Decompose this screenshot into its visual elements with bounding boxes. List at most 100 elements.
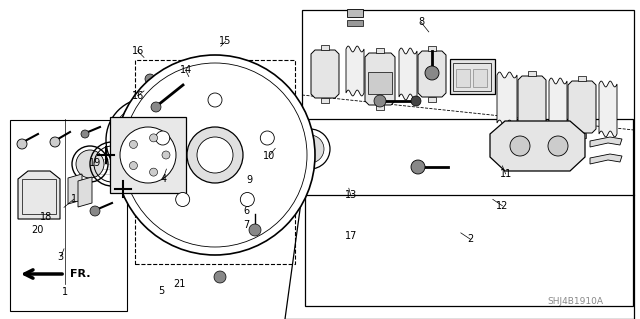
Circle shape [175, 192, 189, 206]
Circle shape [50, 137, 60, 147]
Text: SHJ4B1910A: SHJ4B1910A [547, 296, 603, 306]
Circle shape [548, 136, 568, 156]
Polygon shape [311, 50, 339, 98]
Circle shape [115, 55, 315, 255]
Circle shape [244, 135, 272, 163]
Bar [456, 69, 470, 87]
Text: 3: 3 [58, 252, 64, 262]
Text: 6: 6 [243, 205, 250, 216]
Circle shape [76, 150, 104, 178]
Polygon shape [518, 76, 546, 126]
Circle shape [168, 119, 208, 159]
Circle shape [411, 160, 425, 174]
Bar [578, 133, 586, 138]
Bar [368, 72, 392, 94]
Circle shape [510, 136, 530, 156]
Bar [428, 46, 436, 51]
Circle shape [208, 93, 222, 107]
Circle shape [150, 168, 157, 176]
Polygon shape [490, 121, 585, 171]
Bar [473, 69, 487, 87]
Circle shape [241, 192, 254, 206]
Bar [22, 179, 56, 214]
Circle shape [197, 137, 233, 173]
Polygon shape [68, 174, 82, 204]
Circle shape [246, 68, 256, 78]
Text: 12: 12 [496, 201, 509, 211]
Polygon shape [418, 51, 446, 97]
Bar [376, 105, 384, 110]
Bar [135, 60, 295, 264]
Circle shape [204, 88, 214, 98]
Circle shape [17, 139, 27, 149]
Bar [10, 120, 127, 311]
Polygon shape [278, 132, 300, 166]
Circle shape [90, 206, 100, 216]
Text: 18: 18 [40, 212, 52, 222]
Bar [347, 20, 363, 26]
Circle shape [156, 131, 170, 145]
Bar [321, 45, 329, 50]
Polygon shape [78, 177, 92, 207]
Circle shape [158, 109, 218, 169]
Circle shape [425, 66, 439, 80]
Circle shape [145, 74, 155, 84]
Circle shape [145, 117, 155, 127]
Text: 20: 20 [31, 225, 44, 235]
Circle shape [411, 96, 421, 106]
Circle shape [260, 131, 275, 145]
Circle shape [187, 127, 243, 183]
Polygon shape [18, 171, 60, 219]
Bar [578, 76, 586, 81]
Bar [376, 48, 384, 53]
Circle shape [151, 102, 161, 112]
Text: 10: 10 [262, 151, 275, 161]
Text: 2: 2 [467, 234, 474, 244]
Bar [110, 117, 186, 193]
Polygon shape [148, 84, 230, 194]
Bar [302, 10, 634, 195]
Text: 7: 7 [243, 220, 250, 230]
Circle shape [81, 130, 89, 138]
Text: 14: 14 [179, 65, 192, 75]
Circle shape [150, 134, 157, 142]
Polygon shape [590, 154, 622, 164]
Polygon shape [497, 72, 517, 126]
Bar [428, 97, 436, 102]
Circle shape [214, 271, 226, 283]
Text: 21: 21 [173, 279, 186, 289]
Text: 13: 13 [344, 190, 357, 200]
Circle shape [120, 127, 176, 183]
Text: 16: 16 [131, 46, 144, 56]
Text: 9: 9 [246, 175, 253, 185]
Text: 17: 17 [344, 231, 357, 241]
Polygon shape [599, 81, 617, 137]
Bar [528, 126, 536, 131]
Circle shape [129, 162, 138, 170]
Text: 11: 11 [499, 169, 512, 179]
Text: 19: 19 [88, 158, 101, 168]
Polygon shape [568, 81, 596, 133]
Bar [347, 9, 363, 17]
Polygon shape [346, 46, 364, 96]
Text: 15: 15 [219, 36, 232, 47]
Circle shape [249, 224, 261, 236]
Polygon shape [549, 78, 567, 130]
Polygon shape [399, 48, 417, 100]
Text: 4: 4 [160, 174, 166, 184]
Text: 1: 1 [62, 287, 68, 297]
Text: 16: 16 [131, 91, 144, 101]
Bar [321, 98, 329, 103]
Bar [528, 71, 536, 76]
Text: 8: 8 [418, 17, 424, 27]
Text: FR.: FR. [70, 269, 90, 279]
Circle shape [162, 151, 170, 159]
Polygon shape [590, 137, 622, 147]
Circle shape [296, 135, 324, 163]
Text: 1: 1 [70, 194, 77, 204]
Circle shape [129, 140, 138, 148]
Bar [453, 63, 491, 91]
Polygon shape [450, 59, 495, 94]
Circle shape [374, 95, 386, 107]
Polygon shape [365, 53, 395, 105]
